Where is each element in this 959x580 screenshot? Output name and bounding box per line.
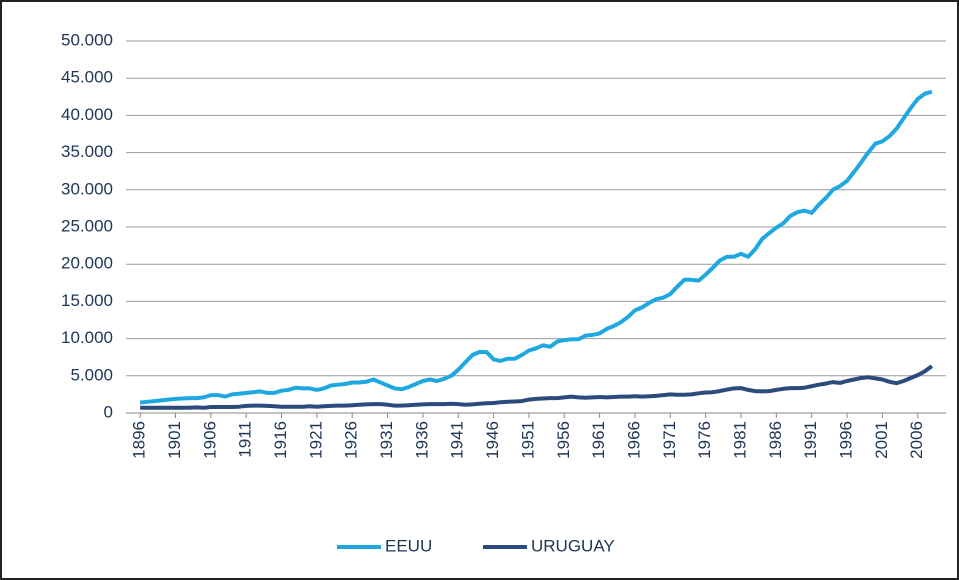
x-tick-label: 1906 — [200, 421, 219, 459]
x-tick-label: 1926 — [342, 421, 361, 459]
y-tick-label: 25.000 — [61, 216, 113, 235]
x-tick-label: 1931 — [377, 421, 396, 459]
x-tick-label: 1976 — [695, 421, 714, 459]
y-tick-label: 0 — [104, 402, 113, 421]
y-tick-label: 45.000 — [61, 68, 113, 87]
y-tick-label: 30.000 — [61, 179, 113, 198]
y-tick-label: 40.000 — [61, 105, 113, 124]
x-tick-label: 1966 — [624, 421, 643, 459]
series-line — [139, 89, 933, 405]
x-tick-label: 1911 — [236, 421, 255, 458]
x-tick-label: 2001 — [872, 421, 891, 459]
x-tick-label: 1946 — [483, 421, 502, 459]
y-tick-label: 5.000 — [70, 365, 113, 384]
x-tick-label: 1901 — [165, 421, 184, 459]
x-tick-label: 1981 — [730, 421, 749, 459]
x-tick-label: 1961 — [589, 421, 608, 459]
x-tick-label: 1951 — [518, 421, 537, 459]
y-tick-label: 20.000 — [61, 254, 113, 273]
y-tick-label: 15.000 — [61, 291, 113, 310]
legend-label: EEUU — [385, 536, 432, 555]
x-tick-label: 1996 — [837, 421, 856, 459]
x-tick-label: 1986 — [766, 421, 785, 459]
x-tick-label: 1941 — [448, 421, 467, 459]
x-tick-label: 1971 — [660, 421, 679, 459]
x-tick-label: 1916 — [271, 421, 290, 459]
y-tick-label: 50.000 — [61, 30, 113, 49]
x-tick-label: 1896 — [130, 421, 149, 459]
x-tick-label: 1921 — [306, 421, 325, 459]
y-tick-label: 10.000 — [61, 328, 113, 347]
x-tick-label: 1956 — [554, 421, 573, 459]
legend-label: URUGUAY — [531, 536, 615, 555]
series-line — [140, 364, 934, 410]
x-tick-label: 1936 — [412, 421, 431, 459]
y-tick-label: 35.000 — [61, 142, 113, 161]
x-tick-label: 1991 — [801, 421, 820, 459]
x-tick-label: 2006 — [907, 421, 926, 459]
